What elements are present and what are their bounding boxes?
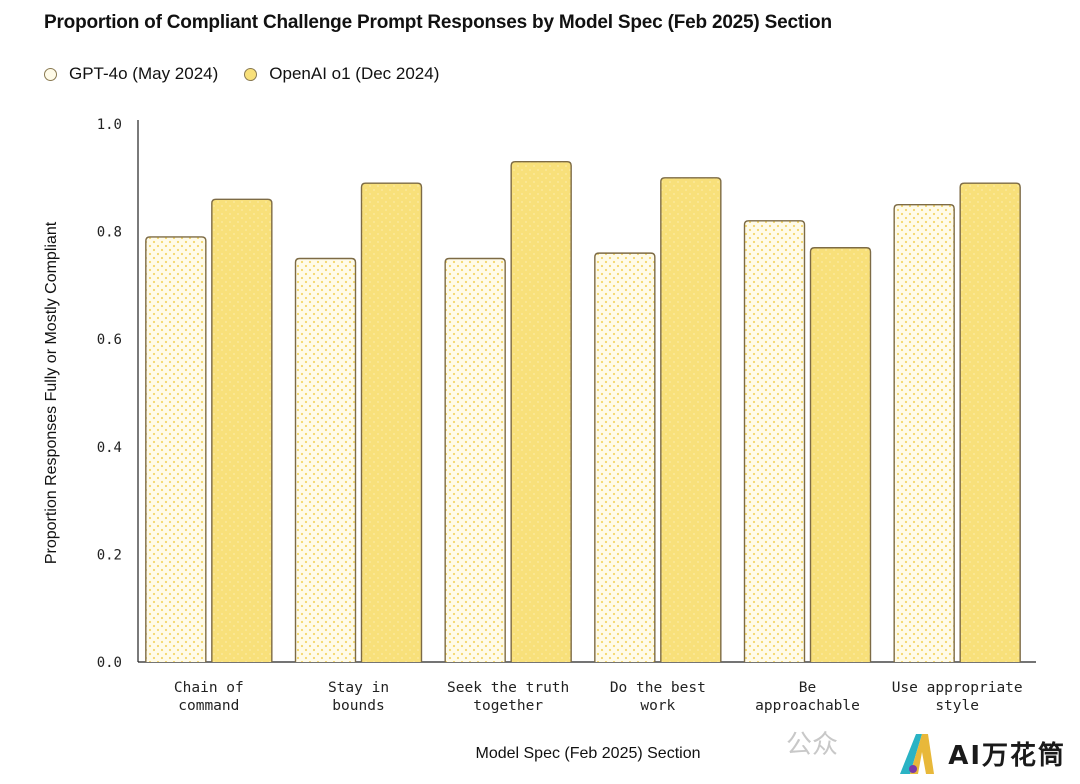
bar-gpt4o-1 (294, 257, 357, 662)
category-label-line: together (473, 698, 543, 714)
bars (145, 160, 1021, 662)
watermark-logo-icon (900, 734, 935, 774)
legend-label-o1: OpenAI o1 (Dec 2024) (269, 64, 440, 83)
legend-item-o1: OpenAI o1 (Dec 2024) (244, 64, 439, 84)
legend-label-gpt4o: GPT-4o (May 2024) (69, 64, 219, 83)
y-tick-label: 0.2 (97, 547, 122, 563)
category-label: Stay in bounds (328, 680, 389, 714)
bar-gpt4o-3 (594, 252, 656, 662)
bar-o1-5 (959, 182, 1021, 662)
category-label: Use appropriate style (892, 680, 1023, 714)
category-label-line: Be (799, 680, 816, 696)
watermark-brand: AI万花筒 (948, 740, 1066, 771)
category-label: Be approachable (755, 680, 860, 714)
y-tick-label: 0.8 (97, 225, 122, 241)
category-label-line: work (640, 698, 675, 714)
y-tick-label: 0.4 (97, 440, 122, 456)
bar-o1-3 (660, 177, 722, 662)
legend-item-gpt4o: GPT-4o (May 2024) (44, 64, 218, 84)
category-label: Chain of command (174, 680, 244, 714)
bar-o1-4 (809, 247, 872, 662)
y-axis: 0.0 0.2 0.4 0.6 0.8 1.0 (97, 117, 139, 671)
x-axis-label: Model Spec (Feb 2025) Section (475, 745, 700, 762)
category-label-line: Do the best (610, 680, 706, 696)
watermark: AI万花筒 (896, 730, 1066, 776)
bar-o1-1 (360, 182, 423, 662)
bar-gpt4o-2 (444, 257, 506, 662)
y-tick-label: 0.6 (97, 332, 122, 348)
legend: GPT-4o (May 2024) OpenAI o1 (Dec 2024) (44, 64, 465, 84)
category-label: Do the best work (610, 680, 706, 714)
category-label-line: command (178, 698, 239, 714)
y-tick-label: 1.0 (97, 117, 122, 133)
category-label-line: bounds (332, 698, 384, 714)
chart-title: Proportion of Compliant Challenge Prompt… (44, 12, 832, 33)
category-label-line: Seek the truth (447, 680, 569, 696)
y-axis-label: Proportion Responses Fully or Mostly Com… (43, 221, 60, 564)
category-labels: Chain of command Stay in bounds Seek the tru… (174, 680, 1023, 714)
bar-o1-0 (211, 198, 273, 662)
category-label-line: approachable (755, 698, 860, 714)
legend-swatch-gpt4o (44, 67, 57, 81)
bar-gpt4o-0 (145, 236, 207, 662)
y-tick-label: 0.0 (97, 655, 122, 671)
category-label-line: Stay in (328, 680, 389, 696)
bar-o1-2 (510, 160, 572, 662)
category-label-line: Chain of (174, 680, 244, 696)
category-label-line: Use appropriate (892, 680, 1023, 696)
legend-swatch-o1 (244, 67, 258, 81)
bar-gpt4o-5 (893, 204, 955, 662)
bar-gpt4o-4 (743, 220, 806, 662)
watermark-faint-text: 公众 (786, 730, 839, 760)
category-label-line: style (935, 698, 979, 714)
category-label: Seek the truth together (447, 680, 569, 714)
